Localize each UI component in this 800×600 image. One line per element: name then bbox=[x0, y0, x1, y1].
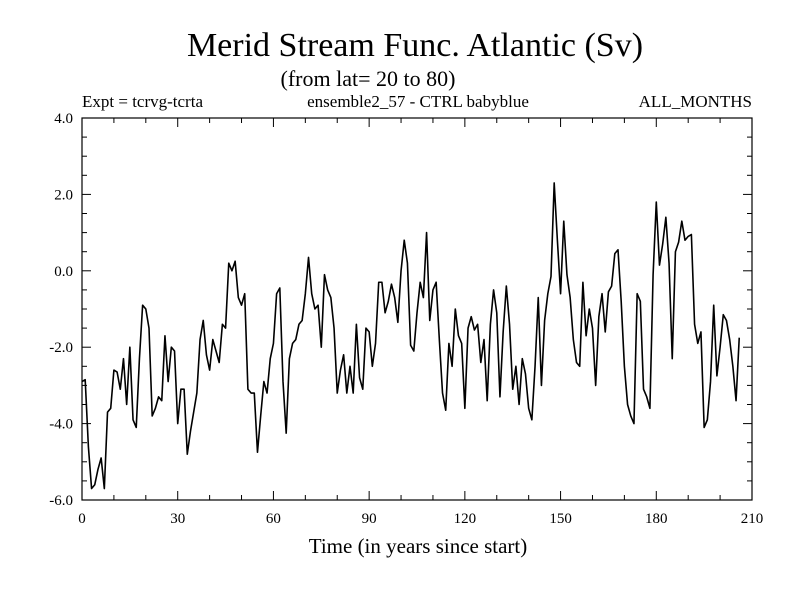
axes: 0 30 60 90 120 150 180 210 -6.0 -4.0 -2.0 0.0 2.0 4.0 bbox=[49, 111, 763, 527]
y-tick-label: 0.0 bbox=[54, 264, 73, 280]
annotation-right: ALL_MONTHS bbox=[639, 92, 752, 111]
y-tick-label: -2.0 bbox=[49, 340, 73, 356]
x-tick-label: 0 bbox=[78, 511, 86, 527]
x-tick-label: 90 bbox=[362, 511, 377, 527]
annotation-left: Expt = tcrvg-tcrta bbox=[82, 92, 203, 111]
chart-title: Merid Stream Func. Atlantic (Sv) bbox=[187, 27, 643, 64]
chart-subtitle: (from lat= 20 to 80) bbox=[281, 66, 456, 91]
series-line bbox=[81, 182, 741, 490]
x-tick-label: 60 bbox=[266, 511, 281, 527]
y-tick-label: -4.0 bbox=[49, 417, 73, 433]
x-tick-label: 210 bbox=[741, 511, 764, 527]
x-tick-label: 180 bbox=[645, 511, 668, 527]
x-tick-label: 120 bbox=[454, 511, 477, 527]
y-tick-label: 4.0 bbox=[54, 111, 73, 127]
x-axis-label: Time (in years since start) bbox=[309, 534, 528, 558]
series-layer bbox=[81, 182, 741, 490]
annotation-center: ensemble2_57 - CTRL babyblue bbox=[307, 92, 529, 111]
y-tick-label: 2.0 bbox=[54, 187, 73, 203]
y-tick-label: -6.0 bbox=[49, 493, 73, 509]
x-tick-label: 30 bbox=[170, 511, 185, 527]
x-tick-label: 150 bbox=[549, 511, 572, 527]
